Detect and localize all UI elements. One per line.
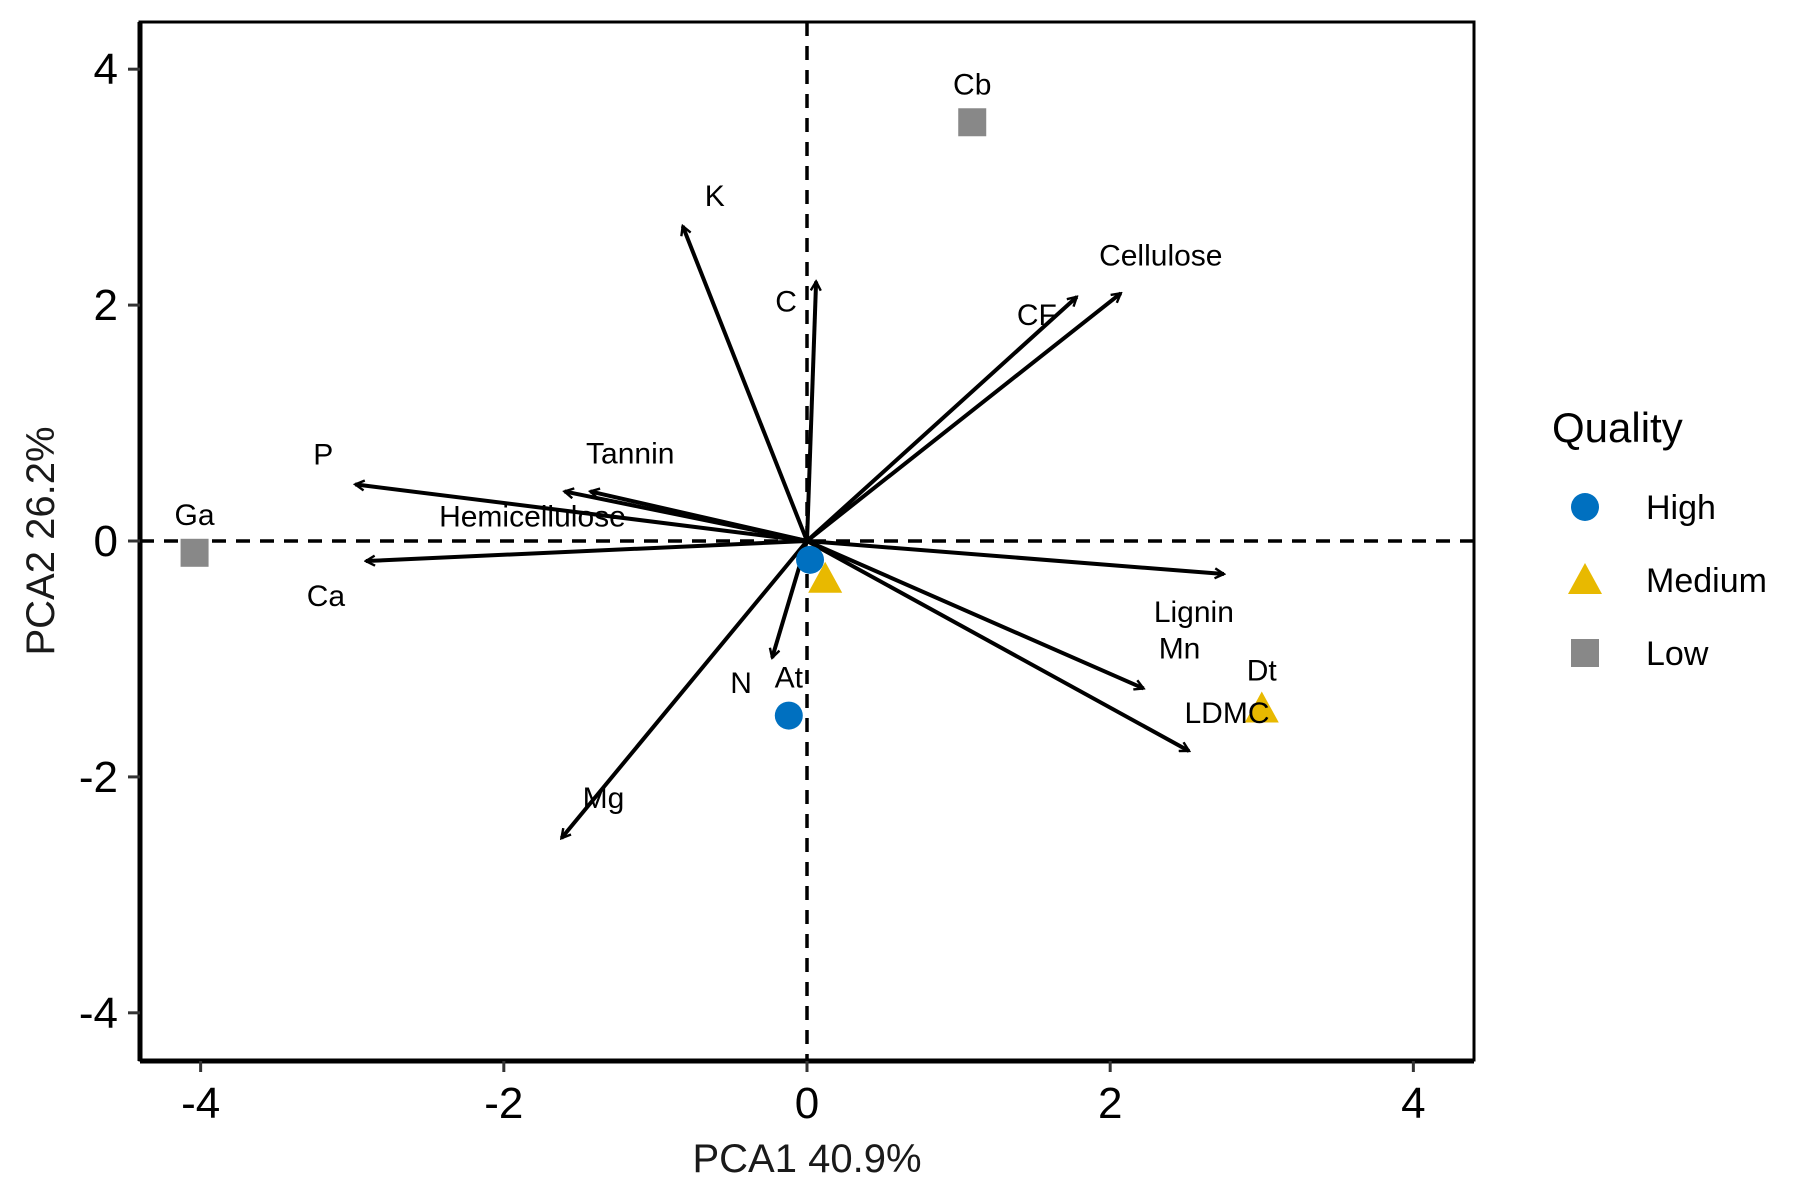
vector-ca xyxy=(366,539,808,561)
y-tick-label: 0 xyxy=(94,517,118,566)
vector-label-ca: Ca xyxy=(307,580,346,613)
y-axis-title: PCA2 26.2% xyxy=(19,426,63,655)
vector-ldmc xyxy=(806,539,1189,753)
y-tick-label: -4 xyxy=(79,989,118,1038)
vector-lignin xyxy=(806,539,1224,574)
point-unlabeled-4 xyxy=(808,561,843,593)
point-dt xyxy=(1244,691,1279,723)
point-label-dt: Dt xyxy=(1247,654,1278,687)
vector-label-tannin: Tannin xyxy=(586,437,674,470)
legend-label-medium: Medium xyxy=(1646,562,1767,600)
vector-k xyxy=(683,226,809,542)
legend-label-low: Low xyxy=(1646,635,1709,673)
vector-label-mg: Mg xyxy=(583,782,625,815)
vector-cellulose xyxy=(805,291,1121,543)
point-label-cb: Cb xyxy=(953,68,991,101)
legend-key-low xyxy=(1571,639,1599,667)
y-tick-label: 2 xyxy=(94,281,118,330)
x-tick-label: -2 xyxy=(484,1079,523,1128)
vector-label-hemicellulose: Hemicellulose xyxy=(439,500,626,533)
legend: Quality High Medium Low xyxy=(1552,404,1767,673)
x-tick-label: 2 xyxy=(1098,1079,1122,1128)
point-ga xyxy=(180,538,209,567)
axes: -4 -2 0 2 4 -4 -2 0 2 4 xyxy=(79,45,1426,1128)
point-unlabeled-3 xyxy=(796,545,825,574)
vector-label-n: N xyxy=(730,667,752,700)
y-tick-label: -2 xyxy=(79,753,118,802)
point-cb xyxy=(958,108,987,137)
vector-p xyxy=(355,484,808,543)
legend-title: Quality xyxy=(1552,404,1683,451)
x-tick-label: 4 xyxy=(1401,1079,1425,1128)
vector-mg xyxy=(561,539,809,838)
vector-c xyxy=(805,282,816,542)
y-tick-label: 4 xyxy=(94,45,118,94)
point-label-at: At xyxy=(775,662,804,695)
vector-label-mn: Mn xyxy=(1159,632,1201,665)
x-axis-title: PCA1 40.9% xyxy=(692,1137,921,1181)
legend-key-high xyxy=(1571,493,1599,521)
vector-label-k: K xyxy=(705,180,725,213)
point-label-ga: Ga xyxy=(175,499,215,532)
score-points xyxy=(180,108,1279,730)
vector-label-lignin: Lignin xyxy=(1154,596,1234,629)
vector-label-c: C xyxy=(775,286,797,319)
point-at xyxy=(774,701,803,730)
vector-label-p: P xyxy=(313,438,333,471)
vector-label-cf: CF xyxy=(1017,299,1057,332)
loading-vectors xyxy=(355,226,1224,838)
legend-label-high: High xyxy=(1646,489,1716,527)
vector-label-cellulose: Cellulose xyxy=(1099,239,1222,272)
vector-label-ldmc: LDMC xyxy=(1185,697,1270,730)
legend-key-medium xyxy=(1568,563,1602,594)
x-tick-label: 0 xyxy=(795,1079,819,1128)
x-tick-label: -4 xyxy=(181,1079,220,1128)
reference-lines xyxy=(140,22,1474,1060)
vector-cf xyxy=(805,297,1077,543)
vector-mn xyxy=(806,539,1144,688)
labels: K C Cellulose CF P Tannin Hemicellulose Ca Ligni… xyxy=(175,68,1278,815)
vector-hemicellulose xyxy=(564,491,808,543)
